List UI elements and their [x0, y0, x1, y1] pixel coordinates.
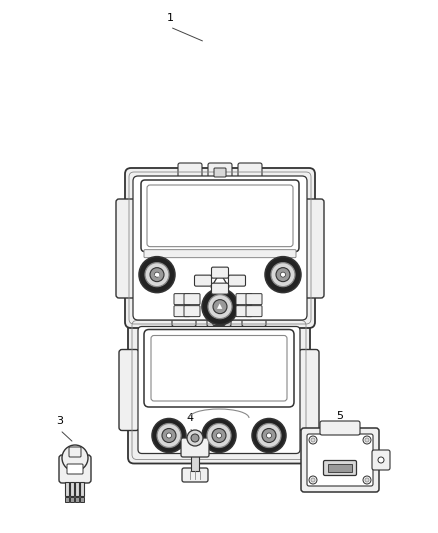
FancyBboxPatch shape	[178, 163, 202, 178]
FancyBboxPatch shape	[213, 317, 225, 326]
Text: 2: 2	[170, 196, 177, 206]
FancyBboxPatch shape	[194, 275, 212, 286]
Circle shape	[216, 433, 222, 438]
FancyBboxPatch shape	[208, 163, 232, 178]
Bar	[80, 482, 84, 496]
Bar	[65, 497, 69, 502]
Circle shape	[266, 433, 272, 438]
FancyBboxPatch shape	[184, 294, 200, 305]
FancyBboxPatch shape	[320, 421, 360, 435]
FancyBboxPatch shape	[304, 199, 324, 298]
Circle shape	[365, 478, 369, 482]
Bar	[191, 453, 199, 471]
Circle shape	[162, 429, 176, 442]
Bar	[80, 497, 84, 502]
FancyBboxPatch shape	[125, 168, 315, 328]
FancyBboxPatch shape	[212, 267, 229, 278]
FancyBboxPatch shape	[144, 329, 294, 407]
FancyBboxPatch shape	[147, 185, 293, 247]
FancyBboxPatch shape	[69, 447, 81, 457]
FancyBboxPatch shape	[212, 283, 229, 294]
Circle shape	[309, 436, 317, 444]
FancyBboxPatch shape	[174, 305, 190, 317]
Circle shape	[202, 289, 238, 325]
Circle shape	[145, 263, 169, 287]
Polygon shape	[211, 426, 227, 440]
Circle shape	[157, 424, 181, 448]
Circle shape	[257, 424, 281, 448]
Bar	[65, 482, 69, 496]
FancyBboxPatch shape	[151, 335, 287, 401]
Circle shape	[150, 268, 164, 281]
FancyBboxPatch shape	[301, 428, 379, 492]
Circle shape	[265, 257, 301, 293]
FancyBboxPatch shape	[236, 294, 252, 305]
Circle shape	[62, 445, 88, 471]
Circle shape	[309, 476, 317, 484]
Circle shape	[365, 438, 369, 442]
FancyBboxPatch shape	[59, 455, 91, 483]
Circle shape	[311, 438, 315, 442]
Bar	[75, 497, 79, 502]
FancyBboxPatch shape	[299, 350, 319, 431]
FancyBboxPatch shape	[172, 311, 196, 327]
Circle shape	[212, 429, 226, 442]
FancyBboxPatch shape	[246, 294, 262, 305]
Circle shape	[252, 418, 286, 453]
Text: 1: 1	[166, 13, 173, 23]
FancyBboxPatch shape	[133, 176, 307, 320]
Circle shape	[262, 429, 276, 442]
FancyBboxPatch shape	[307, 434, 373, 486]
Bar	[70, 482, 74, 496]
Circle shape	[363, 476, 371, 484]
Circle shape	[166, 433, 172, 438]
Circle shape	[202, 418, 236, 453]
Circle shape	[207, 424, 231, 448]
Polygon shape	[211, 273, 229, 288]
FancyBboxPatch shape	[174, 294, 190, 305]
FancyBboxPatch shape	[207, 311, 231, 327]
Circle shape	[155, 272, 159, 277]
FancyBboxPatch shape	[141, 180, 299, 252]
Circle shape	[378, 457, 384, 463]
Text: ◄: ◄	[154, 272, 160, 278]
Circle shape	[271, 263, 295, 287]
Bar	[328, 464, 352, 472]
FancyBboxPatch shape	[238, 163, 262, 178]
Bar	[75, 482, 79, 496]
Circle shape	[187, 430, 203, 446]
FancyBboxPatch shape	[119, 350, 139, 431]
FancyBboxPatch shape	[184, 305, 200, 317]
Circle shape	[191, 434, 199, 442]
Circle shape	[311, 478, 315, 482]
FancyBboxPatch shape	[324, 461, 357, 475]
FancyBboxPatch shape	[144, 249, 296, 257]
Circle shape	[280, 272, 286, 277]
Circle shape	[276, 268, 290, 281]
Text: 5: 5	[336, 411, 343, 421]
Circle shape	[139, 257, 175, 293]
Text: ▲: ▲	[217, 304, 223, 310]
FancyBboxPatch shape	[181, 438, 209, 457]
Polygon shape	[214, 429, 224, 437]
FancyBboxPatch shape	[128, 317, 310, 464]
FancyBboxPatch shape	[246, 305, 262, 317]
Circle shape	[208, 295, 232, 319]
Bar	[70, 497, 74, 502]
FancyBboxPatch shape	[236, 305, 252, 317]
FancyBboxPatch shape	[138, 327, 300, 454]
FancyBboxPatch shape	[242, 311, 266, 327]
Circle shape	[213, 300, 227, 313]
Circle shape	[363, 436, 371, 444]
Text: 3: 3	[57, 416, 64, 426]
Text: 4: 4	[187, 413, 194, 423]
FancyBboxPatch shape	[214, 168, 226, 177]
FancyBboxPatch shape	[116, 199, 136, 298]
FancyBboxPatch shape	[229, 275, 246, 286]
FancyBboxPatch shape	[372, 450, 390, 470]
FancyBboxPatch shape	[182, 468, 208, 482]
FancyBboxPatch shape	[67, 464, 83, 474]
Circle shape	[152, 418, 186, 453]
